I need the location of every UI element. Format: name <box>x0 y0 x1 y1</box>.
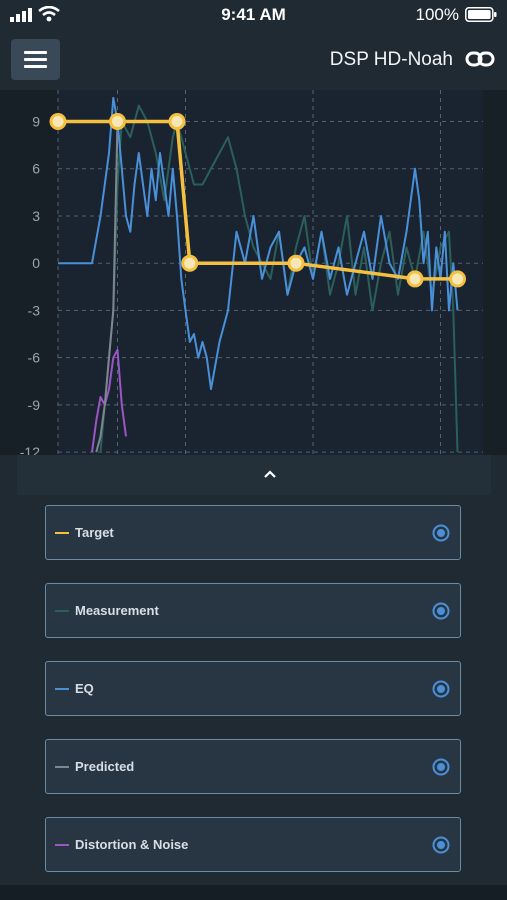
legend-item-predicted[interactable]: Predicted <box>45 739 461 794</box>
bottom-bar <box>0 885 507 900</box>
legend-item-distortion-noise[interactable]: Distortion & Noise <box>45 817 461 872</box>
series-line-predicted <box>95 121 119 453</box>
target-point-marker[interactable] <box>168 112 186 130</box>
distortion-color-swatch <box>55 844 69 846</box>
link-icon[interactable] <box>465 47 495 71</box>
legend-label: EQ <box>75 681 94 696</box>
status-bar: 9:41 AM 100% <box>0 0 507 30</box>
target-point-marker[interactable] <box>49 112 67 130</box>
battery-percentage: 100% <box>415 5 459 24</box>
y-tick-label: 6 <box>32 161 40 177</box>
y-tick-label: 9 <box>32 113 40 129</box>
status-time: 9:41 AM <box>221 5 286 24</box>
legend-item-target[interactable]: Target <box>45 505 461 560</box>
radio-selected-icon[interactable] <box>432 602 450 620</box>
legend-label: Distortion & Noise <box>75 837 189 852</box>
y-tick-label: -6 <box>28 350 41 366</box>
hamburger-icon-line <box>24 58 47 61</box>
target-point-marker[interactable] <box>181 254 199 272</box>
y-tick-label: 3 <box>32 208 40 224</box>
legend-item-eq[interactable]: EQ <box>45 661 461 716</box>
frequency-response-chart[interactable]: 9 6 3 0 -3 -6 -9 -12 <box>0 90 507 460</box>
target-point-marker[interactable] <box>287 254 305 272</box>
series-line-distortion-noise <box>91 348 127 453</box>
y-tick-label: 0 <box>32 255 40 271</box>
radio-selected-icon[interactable] <box>432 680 450 698</box>
legend-label: Predicted <box>75 759 135 774</box>
y-tick-label: -3 <box>28 302 41 318</box>
target-point-marker[interactable] <box>406 270 424 288</box>
measurement-color-swatch <box>55 610 69 612</box>
menu-button[interactable] <box>11 39 60 80</box>
legend-label: Measurement <box>75 603 159 618</box>
target-color-swatch <box>55 532 69 534</box>
predicted-color-swatch <box>55 766 69 768</box>
app-header: DSP HD-Noah <box>0 30 507 90</box>
hamburger-icon <box>24 51 47 54</box>
hamburger-icon-line <box>24 65 47 68</box>
panel-collapse-tab[interactable] <box>17 455 491 495</box>
legend-label: Target <box>75 525 114 540</box>
radio-selected-icon[interactable] <box>432 524 450 542</box>
legend-panel: Target Measurement EQ Predicted Distorti… <box>0 455 507 885</box>
legend-item-measurement[interactable]: Measurement <box>45 583 461 638</box>
eq-color-swatch <box>55 688 69 690</box>
target-point-marker[interactable] <box>109 112 126 130</box>
wifi-icon <box>38 6 60 22</box>
device-name: DSP HD-Noah <box>329 49 453 70</box>
battery-icon <box>465 7 497 22</box>
radio-selected-icon[interactable] <box>432 758 450 776</box>
y-tick-label: -9 <box>28 397 41 413</box>
target-point-marker[interactable] <box>449 270 466 288</box>
radio-selected-icon[interactable] <box>432 836 450 854</box>
chevron-up-icon <box>264 470 276 478</box>
series-line-measurement <box>99 104 459 453</box>
series-line-eq <box>58 96 459 391</box>
cellular-signal-icon <box>10 8 32 22</box>
